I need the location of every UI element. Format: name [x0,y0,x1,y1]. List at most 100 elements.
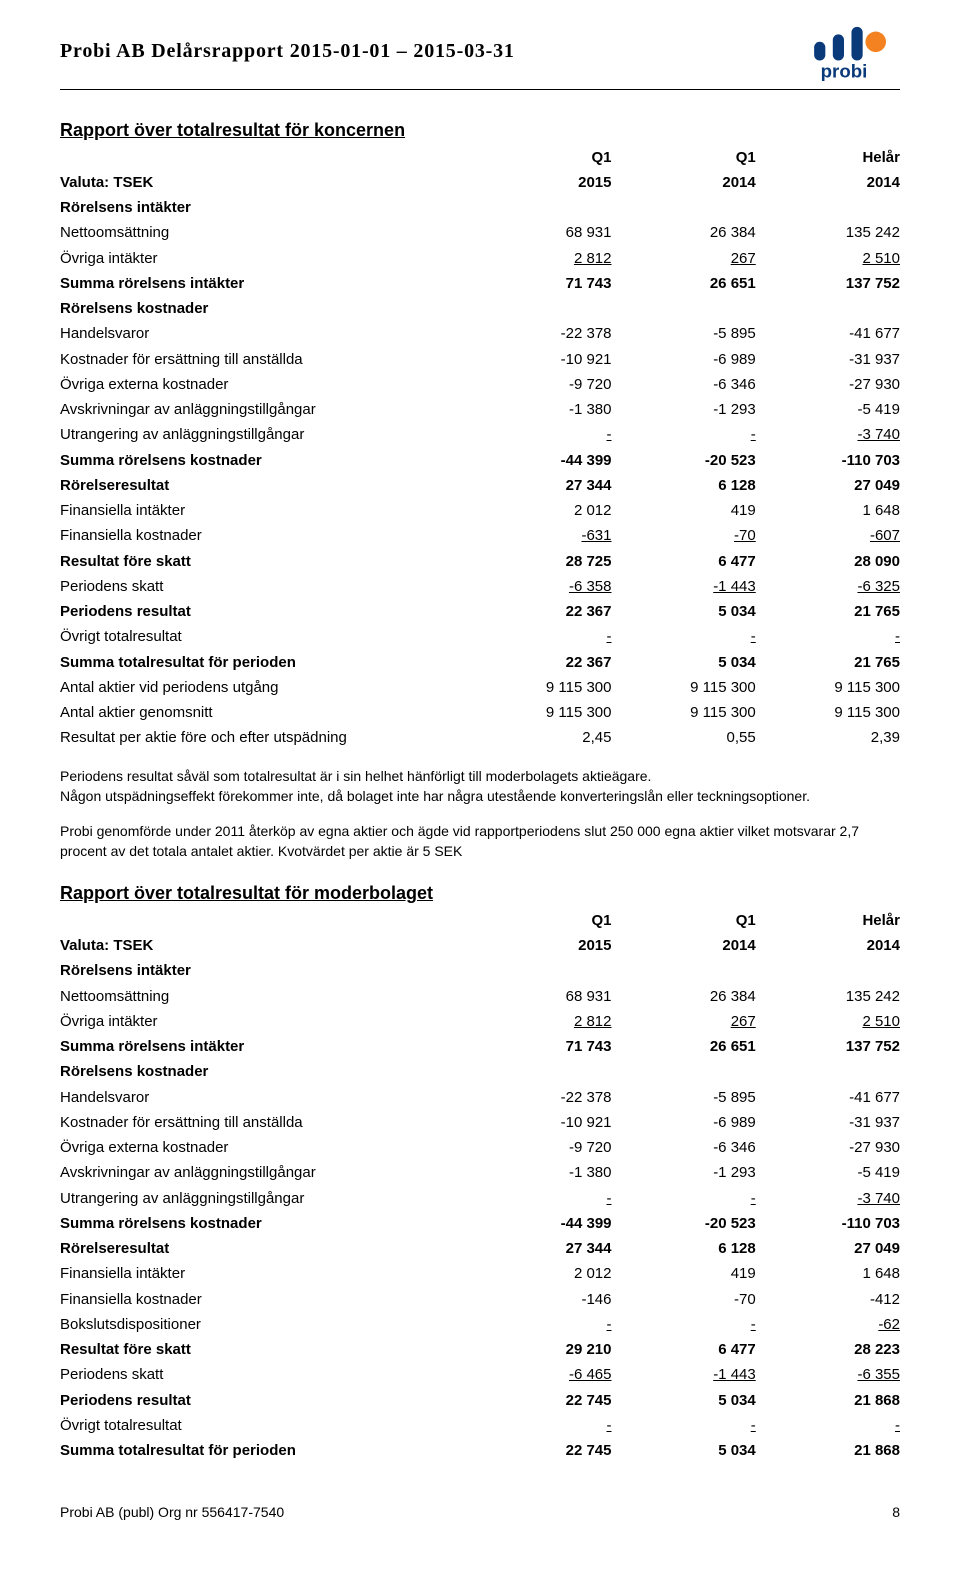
moderbolaget-row: Finansiella kostnader-146-70-412 [60,1287,900,1312]
moderbolaget-value-cell: - [756,1413,900,1438]
koncernen-row: Övrigt totalresultat--- [60,625,900,650]
koncernen-value-cell: 68 931 [467,221,611,246]
moderbolaget-label-cell: Finansiella intäkter [60,1262,467,1287]
moderbolaget-value-cell: 22 745 [467,1439,611,1464]
moderbolaget-value-cell [612,959,756,984]
koncernen-value-cell: -9 720 [467,372,611,397]
moderbolaget-value-cell: 68 931 [467,984,611,1009]
koncernen-row: Summa rörelsens kostnader-44 399-20 523-… [60,448,900,473]
moderbolaget-label-cell: Övriga externa kostnader [60,1136,467,1161]
koncernen-value-cell: 26 651 [612,271,756,296]
moderbolaget-value-cell: 22 745 [467,1388,611,1413]
moderbolaget-label-cell: Övrigt totalresultat [60,1413,467,1438]
koncernen-label-cell: Nettoomsättning [60,221,467,246]
moderbolaget-value-cell: 6 477 [612,1338,756,1363]
page: Probi AB Delårsrapport 2015-01-01 – 2015… [0,0,960,1550]
koncernen-value-cell: -110 703 [756,448,900,473]
footer-left: Probi AB (publ) Org nr 556417-7540 [60,1504,284,1520]
koncernen-value-cell: -70 [612,524,756,549]
koncernen-value-cell: 9 115 300 [756,701,900,726]
koncernen-value-cell: 6 128 [612,473,756,498]
koncernen-value-cell: -27 930 [756,372,900,397]
moderbolaget-row: Finansiella intäkter2 0124191 648 [60,1262,900,1287]
koncernen-label-cell: Övriga intäkter [60,246,467,271]
footer-page-number: 8 [892,1504,900,1520]
koncernen-label-cell: Utrangering av anläggningstillgångar [60,423,467,448]
moderbolaget-value-cell: -5 419 [756,1161,900,1186]
moderbolaget-value-cell: 29 210 [467,1338,611,1363]
koncernen-row: Periodens skatt-6 358-1 443-6 325 [60,574,900,599]
moderbolaget-label-cell: Nettoomsättning [60,984,467,1009]
koncernen-value-cell: 0,55 [612,726,756,751]
section2-title: Rapport över totalresultat för moderbola… [60,883,900,904]
moderbolaget-value-cell: -6 346 [612,1136,756,1161]
moderbolaget-row: Periodens skatt-6 465-1 443-6 355 [60,1363,900,1388]
koncernen-row: Övriga intäkter2 8122672 510 [60,246,900,271]
moderbolaget-header-cell: 2014 [612,934,756,959]
koncernen-label-cell: Rörelseresultat [60,473,467,498]
logo-text: probi [821,60,868,81]
koncernen-value-cell: 5 034 [612,600,756,625]
koncernen-value-cell: 22 367 [467,650,611,675]
moderbolaget-value-cell: - [467,1312,611,1337]
moderbolaget-value-cell: - [467,1413,611,1438]
koncernen-label-cell: Övriga externa kostnader [60,372,467,397]
koncernen-label-cell: Antal aktier genomsnitt [60,701,467,726]
moderbolaget-value-cell: -5 895 [612,1085,756,1110]
koncernen-value-cell: 21 765 [756,650,900,675]
moderbolaget-row: Summa totalresultat för perioden22 7455 … [60,1439,900,1464]
koncernen-value-cell: 6 477 [612,549,756,574]
moderbolaget-value-cell: 26 384 [612,984,756,1009]
moderbolaget-value-cell: 2 012 [467,1262,611,1287]
koncernen-value-cell: -631 [467,524,611,549]
koncernen-value-cell: -6 358 [467,574,611,599]
moderbolaget-row: Nettoomsättning68 93126 384135 242 [60,984,900,1009]
moderbolaget-header-cell: Valuta: TSEK [60,934,467,959]
koncernen-row: Antal aktier vid periodens utgång9 115 3… [60,675,900,700]
koncernen-value-cell: -6 346 [612,372,756,397]
moderbolaget-value-cell: - [612,1312,756,1337]
moderbolaget-row: Övriga intäkter2 8122672 510 [60,1009,900,1034]
moderbolaget-value-cell: 71 743 [467,1035,611,1060]
moderbolaget-value-cell: -6 989 [612,1110,756,1135]
doc-title: Probi AB Delårsrapport 2015-01-01 – 2015… [60,40,515,63]
koncernen-label-cell: Rörelsens kostnader [60,297,467,322]
moderbolaget-value-cell: 28 223 [756,1338,900,1363]
koncernen-value-cell: -22 378 [467,322,611,347]
moderbolaget-row: Resultat före skatt29 2106 47728 223 [60,1338,900,1363]
moderbolaget-label-cell: Avskrivningar av anläggningstillgångar [60,1161,467,1186]
koncernen-label-cell: Periodens skatt [60,574,467,599]
moderbolaget-row: Bokslutsdispositioner---62 [60,1312,900,1337]
koncernen-value-cell [756,297,900,322]
moderbolaget-value-cell: - [612,1413,756,1438]
koncernen-value-cell [756,196,900,221]
moderbolaget-value-cell: 6 128 [612,1237,756,1262]
moderbolaget-label-cell: Resultat före skatt [60,1338,467,1363]
koncernen-header-cell: 2014 [756,170,900,195]
moderbolaget-label-cell: Bokslutsdispositioner [60,1312,467,1337]
koncernen-value-cell: - [467,625,611,650]
moderbolaget-label-cell: Rörelsens intäkter [60,959,467,984]
koncernen-value-cell: 9 115 300 [612,701,756,726]
koncernen-value-cell: 28 725 [467,549,611,574]
moderbolaget-label-cell: Periodens resultat [60,1388,467,1413]
koncernen-value-cell: - [612,423,756,448]
koncernen-row: Periodens resultat22 3675 03421 765 [60,600,900,625]
koncernen-label-cell: Finansiella intäkter [60,499,467,524]
koncernen-row: Rörelsens kostnader [60,297,900,322]
moderbolaget-label-cell: Kostnader för ersättning till anställda [60,1110,467,1135]
moderbolaget-value-cell: -1 380 [467,1161,611,1186]
koncernen-value-cell: 267 [612,246,756,271]
moderbolaget-value-cell: 26 651 [612,1035,756,1060]
koncernen-value-cell: 22 367 [467,600,611,625]
moderbolaget-value-cell: -22 378 [467,1085,611,1110]
koncernen-value-cell: 135 242 [756,221,900,246]
koncernen-label-cell: Resultat före skatt [60,549,467,574]
koncernen-row: Avskrivningar av anläggningstillgångar-1… [60,398,900,423]
koncernen-header-cell: Q1 [612,145,756,170]
koncernen-value-cell [467,196,611,221]
moderbolaget-value-cell: -41 677 [756,1085,900,1110]
koncernen-value-cell [612,196,756,221]
koncernen-label-cell: Summa rörelsens kostnader [60,448,467,473]
moderbolaget-row: Övriga externa kostnader-9 720-6 346-27 … [60,1136,900,1161]
